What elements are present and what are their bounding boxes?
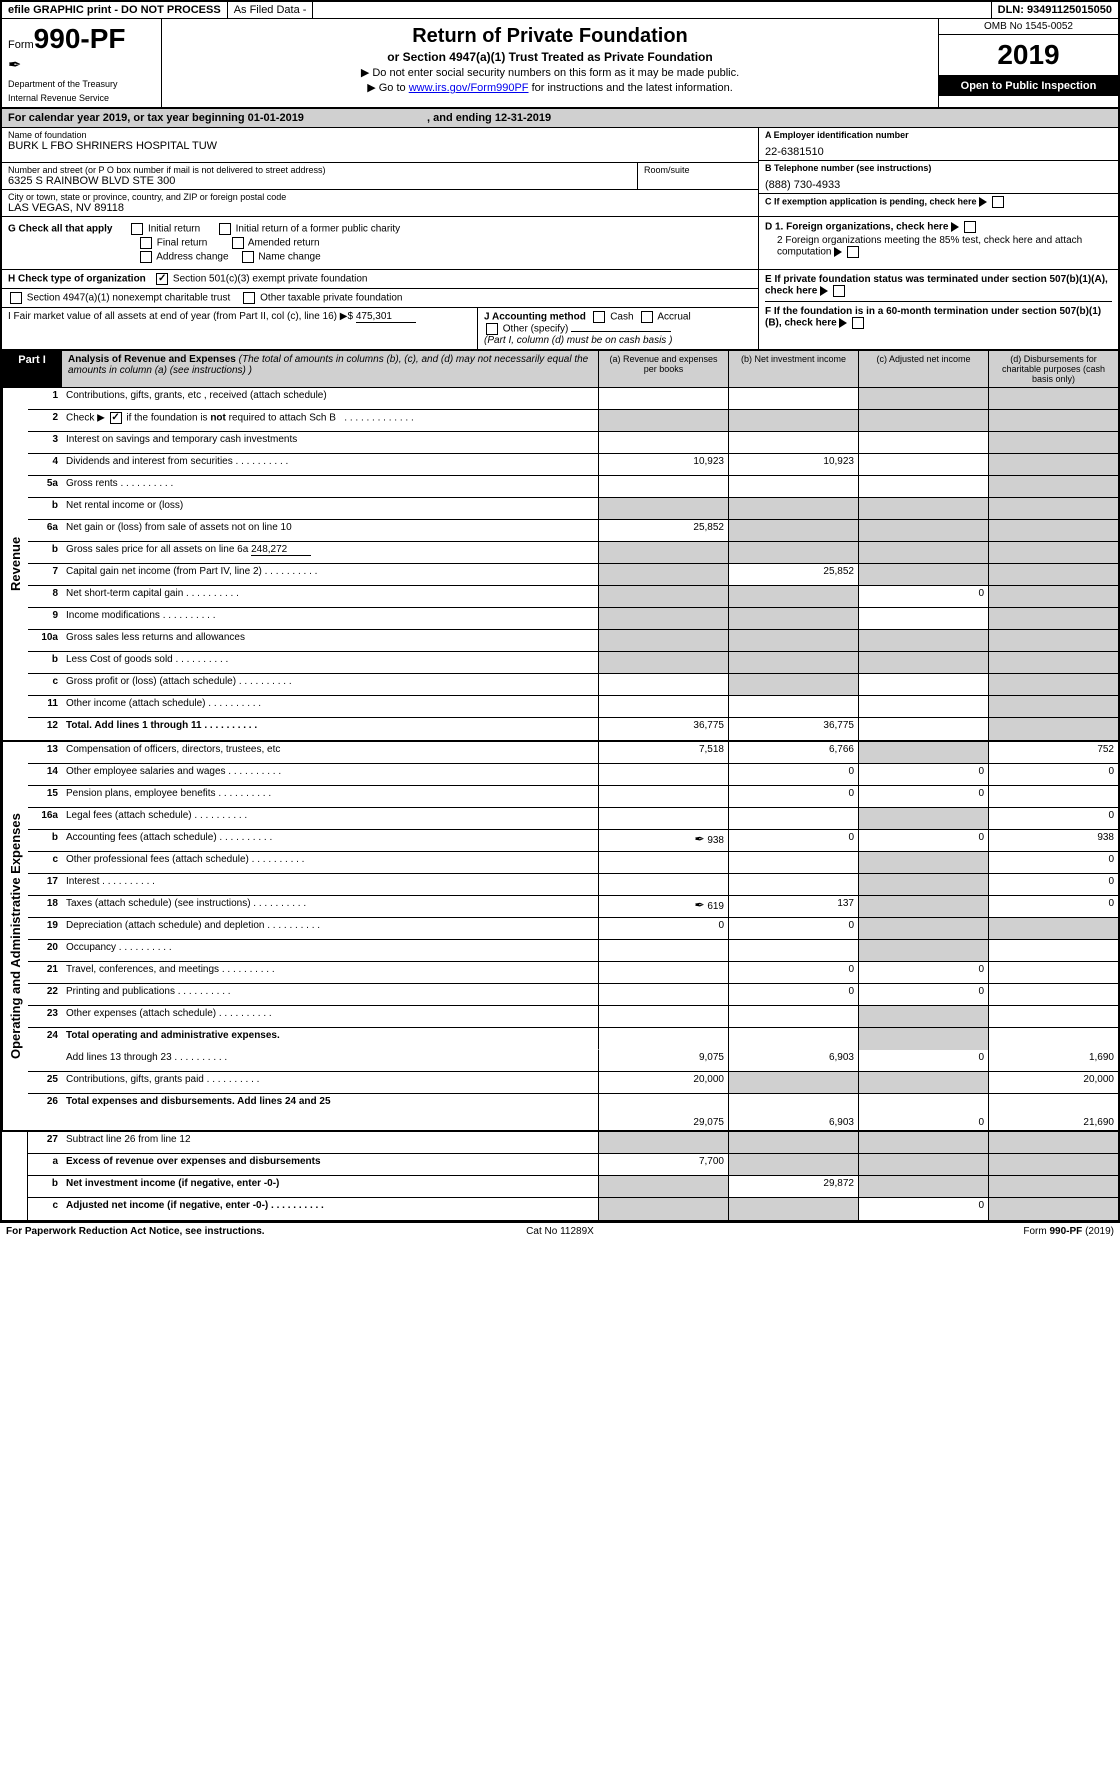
phone-cell: B Telephone number (see instructions) (8… (759, 161, 1118, 194)
checkbox-schb[interactable] (110, 412, 122, 424)
part-label: Part I (2, 351, 62, 387)
city-cell: City or town, state or province, country… (2, 190, 758, 216)
dept-treasury: Department of the Treasury (8, 79, 155, 89)
info-left: Name of foundation BURK L FBO SHRINERS H… (2, 128, 758, 216)
header-center: Return of Private Foundation or Section … (162, 19, 938, 107)
part-i-header: Part I Analysis of Revenue and Expenses … (2, 351, 1118, 388)
section-g: G Check all that apply Initial return In… (2, 217, 758, 269)
arrow-icon (979, 197, 987, 207)
exemption-cell: C If exemption application is pending, c… (759, 194, 1118, 210)
checkbox-501c3[interactable] (156, 273, 168, 285)
info-section: Name of foundation BURK L FBO SHRINERS H… (2, 128, 1118, 217)
checkbox-initial[interactable] (131, 223, 143, 235)
arrow-icon (951, 222, 959, 232)
attachment-icon[interactable]: ✒ (694, 898, 704, 912)
room-cell: Room/suite (638, 163, 758, 189)
instr-link: ▶ Go to www.irs.gov/Form990PF for instru… (168, 81, 932, 94)
header-left: Form990-PF ✒ Department of the Treasury … (2, 19, 162, 107)
footer-right: Form 990-PF (2019) (745, 1226, 1114, 1237)
form-subtitle: or Section 4947(a)(1) Trust Treated as P… (168, 50, 932, 64)
spacer (2, 1132, 28, 1220)
section-h-i-j: H Check type of organization Section 501… (2, 270, 1118, 351)
form-number: Form990-PF (8, 23, 155, 55)
part-desc: Analysis of Revenue and Expenses (The to… (62, 351, 598, 387)
header-right: OMB No 1545-0052 2019 Open to Public Ins… (938, 19, 1118, 107)
top-spacer (313, 2, 991, 18)
arrow-icon (820, 286, 828, 296)
col-a-head: (a) Revenue and expenses per books (598, 351, 728, 387)
attachment-icon[interactable]: ✒ (694, 832, 704, 846)
section-g-d: G Check all that apply Initial return In… (2, 217, 1118, 270)
arrow-icon (839, 318, 847, 328)
address-row: Number and street (or P O box number if … (2, 163, 758, 190)
section-d-e: D 1. Foreign organizations, check here 2… (758, 217, 1118, 269)
checkbox-initial-former[interactable] (219, 223, 231, 235)
section-h-row1: H Check type of organization Section 501… (2, 270, 758, 289)
checkbox-other-taxable[interactable] (243, 292, 255, 304)
ein-cell: A Employer identification number 22-6381… (759, 128, 1118, 161)
header: Form990-PF ✒ Department of the Treasury … (2, 19, 1118, 109)
revenue-label: Revenue (2, 388, 28, 740)
open-public-badge: Open to Public Inspection (939, 76, 1118, 96)
checkbox-f[interactable] (852, 317, 864, 329)
omb-number: OMB No 1545-0052 (939, 19, 1118, 35)
checkbox-accrual[interactable] (641, 311, 653, 323)
section-i: I Fair market value of all assets at end… (2, 308, 478, 349)
col-c-head: (c) Adjusted net income (858, 351, 988, 387)
footer-left: For Paperwork Reduction Act Notice, see … (6, 1226, 375, 1237)
hij-left: H Check type of organization Section 501… (2, 270, 758, 349)
expenses-label: Operating and Administrative Expenses (2, 742, 28, 1130)
line-27-section: 27Subtract line 26 from line 12 aExcess … (2, 1132, 1118, 1220)
section-j: J Accounting method Cash Accrual Other (… (478, 308, 758, 349)
irs-link[interactable]: www.irs.gov/Form990PF (409, 82, 529, 94)
checkbox-final[interactable] (140, 237, 152, 249)
form-container: efile GRAPHIC print - DO NOT PROCESS As … (0, 0, 1120, 1222)
section-e-f: E If private foundation status was termi… (758, 270, 1118, 349)
checkbox-addr-change[interactable] (140, 251, 152, 263)
info-right: A Employer identification number 22-6381… (758, 128, 1118, 216)
foundation-name-cell: Name of foundation BURK L FBO SHRINERS H… (2, 128, 758, 163)
instr-ssn: ▶ Do not enter social security numbers o… (168, 66, 932, 79)
checkbox-e[interactable] (833, 285, 845, 297)
section-h-row2: Section 4947(a)(1) nonexempt charitable … (2, 289, 758, 308)
checkbox-d1[interactable] (964, 221, 976, 233)
expenses-section: Operating and Administrative Expenses 13… (2, 742, 1118, 1132)
asfiled-label: As Filed Data - (228, 2, 314, 18)
checkbox-other[interactable] (486, 323, 498, 335)
top-bar: efile GRAPHIC print - DO NOT PROCESS As … (2, 2, 1118, 19)
dept-irs: Internal Revenue Service (8, 93, 155, 103)
checkbox-cash[interactable] (593, 311, 605, 323)
checkbox-name-change[interactable] (242, 251, 254, 263)
irs-eagle-icon: ✒ (8, 55, 155, 75)
col-d-head: (d) Disbursements for charitable purpose… (988, 351, 1118, 387)
checkbox-d2[interactable] (847, 246, 859, 258)
form-title: Return of Private Foundation (168, 25, 932, 48)
arrow-icon (834, 247, 842, 257)
col-b-head: (b) Net investment income (728, 351, 858, 387)
footer-mid: Cat No 11289X (375, 1226, 744, 1237)
expenses-rows: 13Compensation of officers, directors, t… (28, 742, 1118, 1130)
efile-label: efile GRAPHIC print - DO NOT PROCESS (2, 2, 228, 18)
address-cell: Number and street (or P O box number if … (2, 163, 638, 189)
calendar-year-row: For calendar year 2019, or tax year begi… (2, 109, 1118, 128)
checkbox-c[interactable] (992, 196, 1004, 208)
dln-label: DLN: 93491125015050 (992, 2, 1118, 18)
section-i-j: I Fair market value of all assets at end… (2, 308, 758, 349)
revenue-section: Revenue 1Contributions, gifts, grants, e… (2, 388, 1118, 742)
revenue-rows: 1Contributions, gifts, grants, etc , rec… (28, 388, 1118, 740)
checkbox-4947[interactable] (10, 292, 22, 304)
tax-year: 2019 (939, 35, 1118, 76)
footer: For Paperwork Reduction Act Notice, see … (0, 1222, 1120, 1240)
checkbox-amended[interactable] (232, 237, 244, 249)
